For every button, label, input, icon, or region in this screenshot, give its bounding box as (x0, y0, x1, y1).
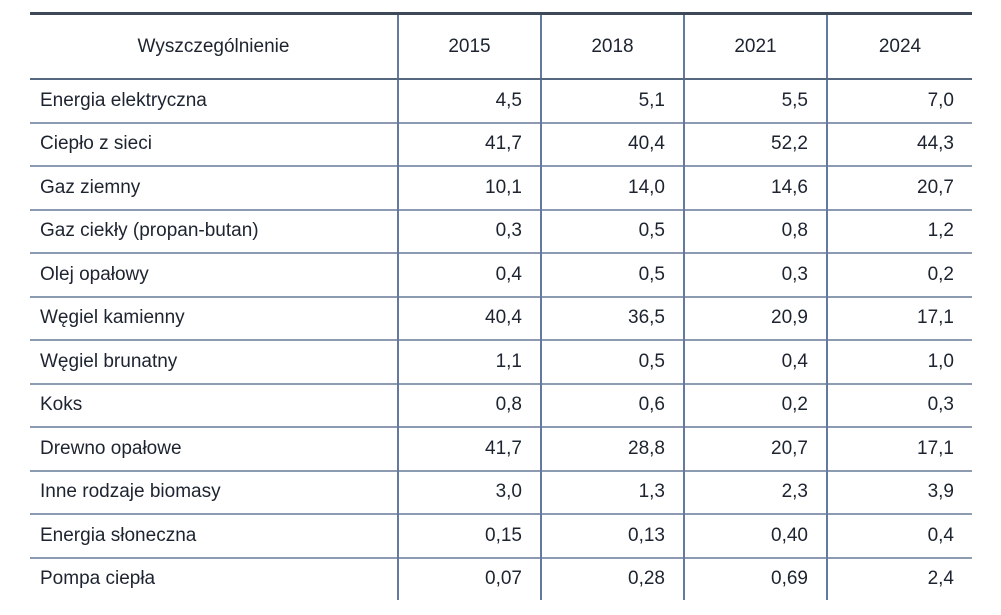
table-row: Ciepło z sieci 41,7 40,4 52,2 44,3 (30, 121, 972, 166)
table-row: Olej opałowy 0,4 0,5 0,3 0,2 (30, 252, 972, 297)
cell-value: 2,4 (826, 556, 972, 600)
cell-value: 0,4 (397, 252, 541, 297)
cell-value: 0,69 (683, 556, 827, 600)
cell-value: 0,13 (540, 513, 684, 558)
row-label: Energia słoneczna (30, 513, 398, 558)
cell-value: 1,3 (540, 469, 684, 514)
cell-value: 0,5 (540, 339, 684, 384)
cell-value: 20,7 (683, 426, 827, 471)
row-label: Energia elektryczna (40, 89, 207, 111)
cell-value: 1,1 (397, 339, 541, 384)
row-label: Olej opałowy (30, 252, 398, 297)
column-header-2024: 2024 (826, 13, 972, 80)
cell-value: 14,0 (540, 165, 684, 210)
cell-value: 28,8 (540, 426, 684, 471)
cell-value: 52,2 (683, 121, 827, 166)
table-row: Węgiel brunatny 1,1 0,5 0,4 1,0 (30, 339, 972, 384)
cell-value: 0,6 (540, 382, 684, 427)
cell-value: 3,9 (826, 469, 972, 514)
cell-value: 5,5 (683, 79, 827, 123)
cell-value: 20,7 (826, 165, 972, 210)
cell-value: 0,07 (397, 556, 541, 600)
cell-value: 0,3 (683, 252, 827, 297)
cell-value: 40,4 (397, 295, 541, 340)
cell-value: 3,0 (397, 469, 541, 514)
table-row: Energia słoneczna 0,15 0,13 0,40 0,4 (30, 513, 972, 558)
cell-value: 10,1 (397, 165, 541, 210)
cell-value: 41,7 (397, 121, 541, 166)
cell-value: 0,2 (683, 382, 827, 427)
cell-value: 40,4 (540, 121, 684, 166)
cell-value: 0,2 (826, 252, 972, 297)
row-label: Węgiel brunatny (30, 339, 398, 384)
cell-value: 14,6 (683, 165, 827, 210)
cell-value: 36,5 (540, 295, 684, 340)
row-label: Węgiel kamienny (30, 295, 398, 340)
table-row: Gaz ziemny 10,1 14,0 14,6 20,7 (30, 165, 972, 210)
cell-value: 17,1 (826, 295, 972, 340)
table-row: Energia elektryczna 4,5 5,1 5,5 7,0 (30, 79, 972, 123)
table-container: Wyszczególnienie 2015 2018 2021 2024 Ene… (30, 12, 972, 600)
cell-value: 44,3 (826, 121, 972, 166)
cell-value: 0,15 (397, 513, 541, 558)
row-label: Ciepło z sieci (30, 121, 398, 166)
cell-value: 1,2 (826, 208, 972, 253)
cell-value: 0,8 (683, 208, 827, 253)
cell-value: 0,40 (683, 513, 827, 558)
cell-value: 0,5 (540, 208, 684, 253)
table-row: Pompa ciepła 0,07 0,28 0,69 2,4 (30, 556, 972, 600)
cell-value: 41,7 (397, 426, 541, 471)
cell-value: 17,1 (826, 426, 972, 471)
cell-value: 5,1 (540, 79, 684, 123)
column-header-label: Wyszczególnienie (30, 13, 398, 80)
cell-value: 0,4 (683, 339, 827, 384)
cell-value: 0,8 (397, 382, 541, 427)
row-label: Inne rodzaje biomasy (30, 469, 398, 514)
table-row: Gaz ciekły (propan-butan) 0,3 0,5 0,8 1,… (30, 208, 972, 253)
cell-value: 0,5 (540, 252, 684, 297)
row-label: Gaz ziemny (30, 165, 398, 210)
table-body: Energia elektryczna 4,5 5,1 5,5 7,0 Ciep… (30, 79, 972, 600)
header-row: Wyszczególnienie 2015 2018 2021 2024 (30, 13, 972, 80)
cell-value: 4,5 (397, 79, 541, 123)
column-header-2021: 2021 (683, 13, 827, 80)
cell-value: 0,4 (826, 513, 972, 558)
cell-value: 0,28 (540, 556, 684, 600)
column-header-2018: 2018 (540, 13, 684, 80)
table-row: Koks 0,8 0,6 0,2 0,3 (30, 382, 972, 427)
cell-value: 2,3 (683, 469, 827, 514)
cell-value: 0,3 (826, 382, 972, 427)
table-header: Wyszczególnienie 2015 2018 2021 2024 (30, 13, 972, 80)
table-row: Inne rodzaje biomasy 3,0 1,3 2,3 3,9 (30, 469, 972, 514)
table-row: Drewno opałowe 41,7 28,8 20,7 17,1 (30, 426, 972, 471)
data-table: Wyszczególnienie 2015 2018 2021 2024 Ene… (30, 12, 972, 600)
row-label: Gaz ciekły (propan-butan) (30, 208, 398, 253)
row-label: Koks (30, 382, 398, 427)
cell-value: 7,0 (826, 79, 972, 123)
table-row: Węgiel kamienny 40,4 36,5 20,9 17,1 (30, 295, 972, 340)
cell-value: 0,3 (397, 208, 541, 253)
cell-value: 1,0 (826, 339, 972, 384)
cell-value: 20,9 (683, 295, 827, 340)
row-label: Pompa ciepła (30, 556, 398, 600)
column-header-2015: 2015 (397, 13, 541, 80)
row-label: Drewno opałowe (30, 426, 398, 471)
